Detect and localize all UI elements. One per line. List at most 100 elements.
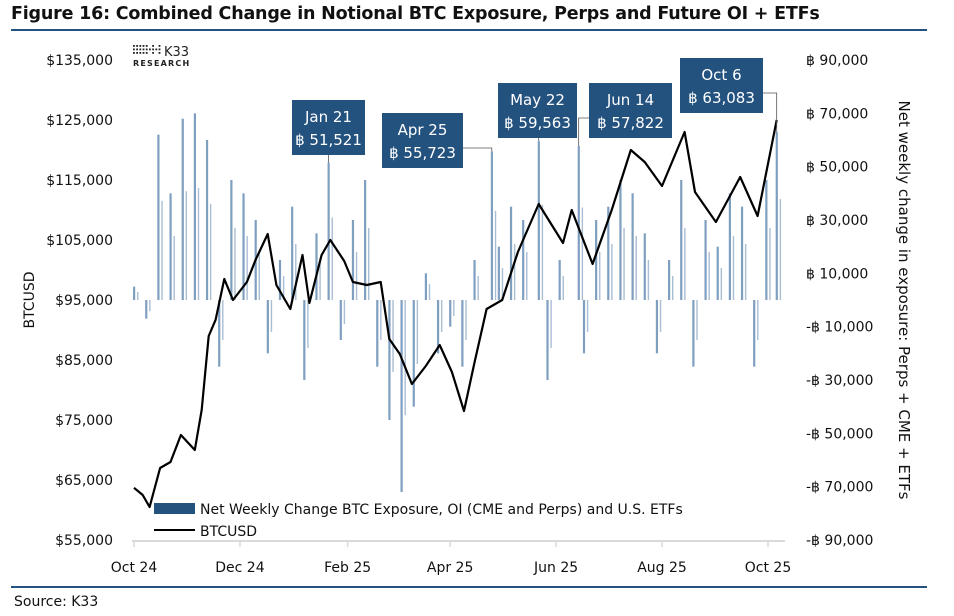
- bottom-rule: [11, 586, 927, 588]
- exposure-bar-secondary: [453, 300, 455, 316]
- exposure-bar-secondary: [295, 244, 297, 300]
- exposure-bar: [327, 162, 330, 300]
- annotation-box: [498, 83, 577, 138]
- exposure-bar-secondary: [440, 300, 443, 332]
- annotation-date: Oct 6: [701, 66, 741, 84]
- exposure-bar-secondary: [355, 252, 358, 300]
- exposure-bar-secondary: [769, 228, 771, 300]
- exposure-bar: [169, 193, 172, 300]
- exposure-bar: [315, 233, 318, 300]
- exposure-bar-secondary: [550, 300, 552, 348]
- exposure-bar-secondary: [428, 284, 431, 300]
- exposure-bar: [607, 206, 610, 300]
- exposure-bar: [230, 180, 233, 300]
- annotation-box: [680, 58, 763, 113]
- exposure-bar: [775, 131, 778, 300]
- x-tick-label: Dec 24: [215, 560, 264, 576]
- exposure-bar-secondary: [477, 276, 479, 300]
- logo-dot: [145, 45, 148, 47]
- legend-label-line: BTCUSD: [200, 524, 257, 540]
- logo-dot: [155, 48, 158, 51]
- exposure-bar: [631, 193, 634, 300]
- y-left-title: BTCUSD: [22, 271, 38, 328]
- exposure-bar-secondary: [696, 300, 698, 340]
- exposure-bar-secondary: [501, 268, 504, 300]
- exposure-bar: [388, 300, 391, 420]
- exposure-bar-secondary: [659, 300, 662, 332]
- exposure-bar-secondary: [526, 252, 528, 300]
- exposure-bar-secondary: [647, 260, 650, 300]
- y-left-tick-label: $115,000: [46, 173, 113, 189]
- logo-text: K33: [164, 45, 189, 60]
- annotation-date: Jun 14: [606, 91, 654, 109]
- exposure-bar-secondary: [161, 200, 163, 300]
- logo-dot: [139, 52, 142, 54]
- exposure-bar: [339, 300, 342, 340]
- exposure-bar-secondary: [541, 204, 544, 300]
- logo-dot: [145, 48, 148, 51]
- exposure-bar: [753, 300, 756, 367]
- exposure-bar-secondary: [623, 228, 625, 300]
- exposure-bar: [291, 206, 294, 300]
- exposure-bar-secondary: [185, 191, 188, 300]
- annotation-date: May 22: [510, 91, 565, 109]
- exposure-bar-secondary: [149, 300, 151, 312]
- top-rule: [11, 29, 927, 31]
- exposure-bar-secondary: [720, 268, 723, 300]
- exposure-bar: [558, 260, 561, 300]
- exposure-bar: [181, 118, 184, 301]
- exposure-bar-secondary: [416, 300, 419, 364]
- exposure-bar-secondary: [368, 228, 370, 300]
- exposure-bar: [461, 300, 464, 367]
- exposure-bar-secondary: [562, 276, 564, 300]
- annotation-value: ฿ 55,723: [389, 144, 456, 162]
- exposure-bar: [667, 260, 671, 300]
- exposure-bar: [522, 220, 525, 300]
- y-left-tick-label: $105,000: [46, 233, 113, 249]
- x-tick-label: Oct 24: [111, 560, 158, 576]
- y-left-tick-label: $55,000: [55, 533, 113, 549]
- y-right-tick-label: ฿ 50,000: [806, 160, 868, 176]
- exposure-bar-secondary: [392, 300, 394, 372]
- annotation-box: [589, 83, 672, 138]
- exposure-bar-secondary: [197, 188, 200, 300]
- y-right-tick-label: -฿ 90,000: [806, 533, 873, 549]
- exposure-bar: [193, 113, 196, 300]
- y-left-tick-label: $75,000: [55, 413, 113, 429]
- logo-dot: [152, 45, 154, 47]
- exposure-bar: [740, 206, 744, 300]
- y-right-tick-label: ฿ 90,000: [806, 53, 868, 69]
- exposure-bar: [655, 300, 659, 354]
- exposure-bar-secondary: [513, 244, 516, 300]
- legend-swatch-bars: [154, 503, 195, 514]
- exposure-bar-secondary: [611, 244, 613, 300]
- exposure-bar-secondary: [234, 228, 236, 300]
- btcusd-line: [133, 119, 778, 509]
- logo-dot: [133, 52, 135, 54]
- logo-dot: [139, 45, 142, 47]
- exposure-bar: [577, 145, 580, 300]
- exposure-bar-secondary: [258, 252, 260, 300]
- exposure-bar: [364, 180, 367, 300]
- exposure-bar: [424, 273, 428, 300]
- y-right-tick-label: ฿ 70,000: [806, 106, 868, 122]
- annotation-box: [382, 113, 463, 168]
- logo-dot: [142, 52, 145, 54]
- exposure-bar: [595, 220, 598, 300]
- exposure-bar-secondary: [270, 300, 273, 332]
- exposure-bar: [537, 141, 540, 300]
- logo-dot: [158, 45, 161, 47]
- y-right-tick-label: ฿ 10,000: [806, 266, 868, 282]
- exposure-bar: [716, 246, 719, 300]
- exposure-bar: [218, 300, 221, 367]
- exposure-bar: [692, 300, 695, 367]
- logo-dot: [142, 45, 145, 47]
- exposure-bar-secondary: [173, 236, 175, 300]
- y-left-tick-label: $95,000: [55, 293, 113, 309]
- exposure-bar: [436, 300, 440, 354]
- annotation-value: ฿ 63,083: [688, 89, 755, 107]
- exposure-bar: [728, 193, 731, 300]
- x-tick-label: Aug 25: [637, 560, 687, 576]
- logo-dot: [158, 48, 161, 51]
- annotation-connector: [463, 147, 493, 152]
